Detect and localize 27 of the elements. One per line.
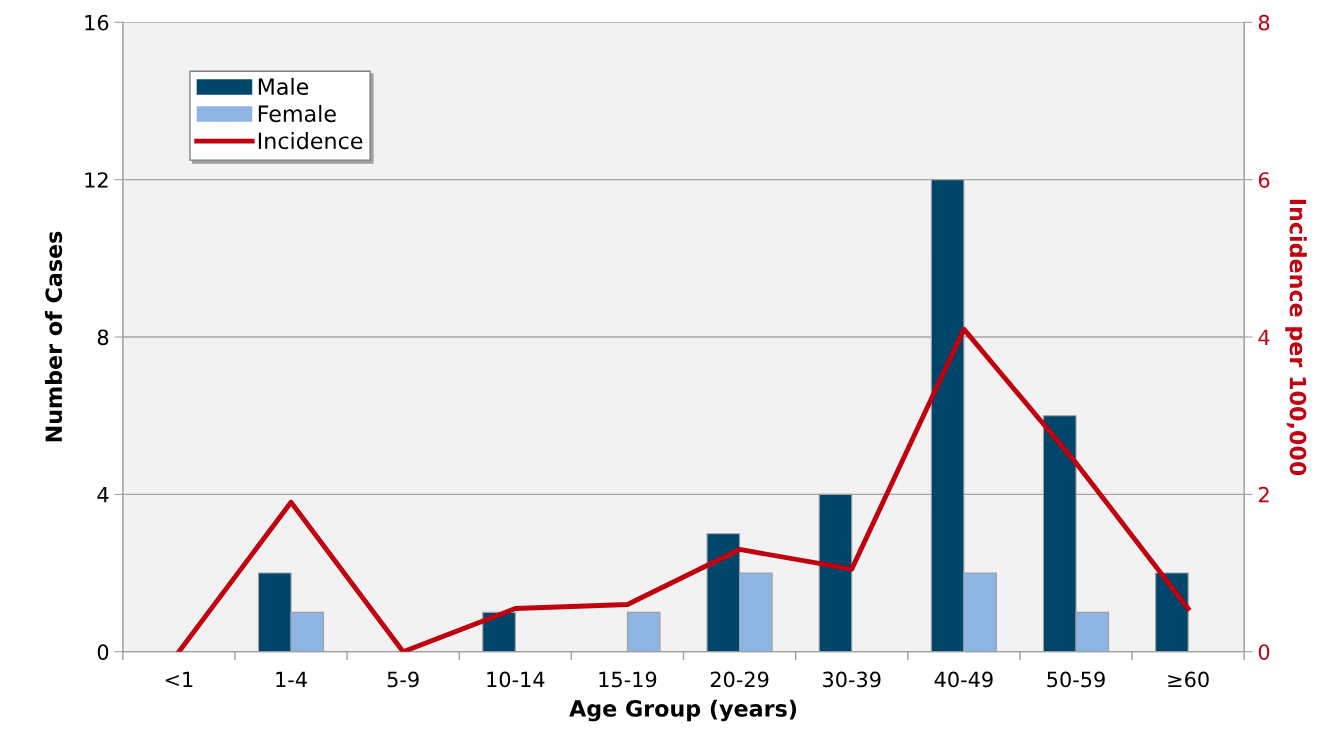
x-axis-title: Age Group (years) — [569, 699, 797, 722]
x-tick-label: 1-4 — [276, 671, 307, 688]
y-tick-label: 0 — [97, 644, 109, 660]
legend-label: Female — [258, 104, 336, 123]
y-tick-label: 8 — [97, 329, 109, 346]
y2-tick-label: 6 — [1258, 172, 1270, 188]
y2-tick-label: 0 — [1258, 644, 1270, 660]
y2-tick-label: 2 — [1258, 486, 1269, 503]
x-tick-label: ≥60 — [1168, 671, 1209, 688]
x-tick-label: <1 — [165, 671, 193, 688]
x-tick-label: 40-49 — [934, 671, 993, 688]
legend-label: Incidence — [258, 131, 363, 150]
y2-tick-label: 8 — [1258, 14, 1270, 31]
x-tick-label: 15-19 — [599, 671, 657, 688]
y2-tick-label: 4 — [1258, 329, 1270, 345]
x-tick-label: 50-59 — [1047, 671, 1105, 688]
y-tick-label: 12 — [85, 172, 108, 188]
y2-axis-title: Incidence per 100,000 — [1285, 199, 1307, 476]
x-tick-label: 10-14 — [487, 671, 545, 688]
x-tick-label: 5-9 — [387, 671, 419, 688]
y-tick-label: 4 — [97, 487, 109, 503]
y-axis-title: Number of Cases — [44, 231, 63, 442]
x-tick-label: 30-39 — [823, 671, 881, 688]
line-series — [176, 326, 1191, 652]
y-tick-label: 16 — [85, 14, 109, 31]
legend-label: Male — [258, 77, 309, 96]
x-tick-label: 20-29 — [710, 671, 769, 688]
